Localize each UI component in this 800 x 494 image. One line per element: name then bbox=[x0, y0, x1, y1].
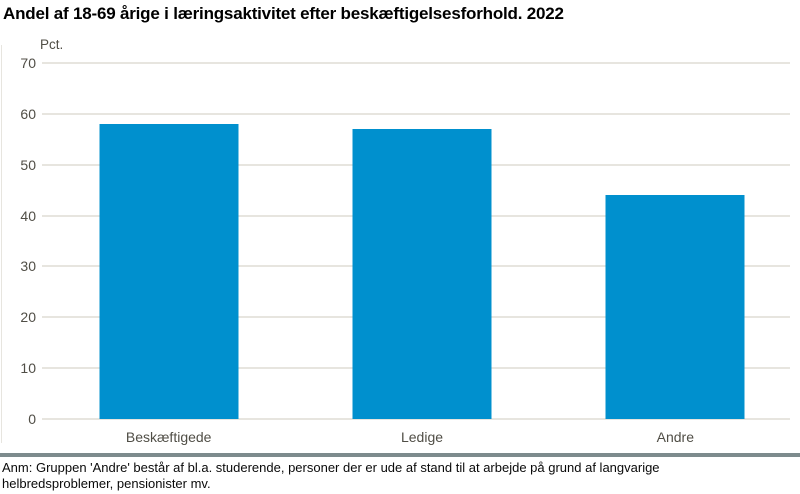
bar-column bbox=[549, 63, 800, 419]
y-tick-label: 50 bbox=[20, 156, 36, 173]
y-tick-label: 20 bbox=[20, 309, 36, 326]
gridline bbox=[42, 418, 790, 420]
y-tick-label: 60 bbox=[20, 105, 36, 122]
bar-Andre bbox=[605, 195, 745, 419]
bar-column bbox=[42, 63, 295, 419]
footnote-line-1: Anm: Gruppen 'Andre' består af bl.a. stu… bbox=[2, 460, 660, 475]
y-tick-label: 0 bbox=[28, 411, 36, 427]
plot-left-edge-line bbox=[1, 45, 2, 443]
y-axis-labels: 0 10 20 30 40 50 60 70 bbox=[0, 55, 36, 427]
gridline bbox=[42, 62, 790, 64]
y-tick-label: 70 bbox=[20, 55, 36, 71]
gridline bbox=[42, 112, 790, 115]
y-tick-label: 10 bbox=[20, 360, 36, 377]
y-tick-label: 30 bbox=[20, 258, 36, 275]
y-axis-unit-label: Pct. bbox=[40, 37, 64, 52]
x-tick-label: Andre bbox=[656, 429, 694, 445]
bar-Beskæftigede bbox=[99, 124, 239, 419]
y-tick-label: 40 bbox=[20, 207, 36, 224]
footnote-line-2: helbredsproblemer, pensionister mv. bbox=[2, 476, 211, 491]
footnote-divider bbox=[0, 453, 800, 457]
page-title: Andel af 18-69 årige i læringsaktivitet … bbox=[3, 4, 564, 23]
x-tick-label: Ledige bbox=[400, 429, 444, 445]
bar-Ledige bbox=[352, 129, 492, 419]
x-tick-label: Beskæftigede bbox=[125, 429, 212, 445]
footnote: Anm: Gruppen 'Andre' består af bl.a. stu… bbox=[2, 460, 792, 492]
x-axis-labels: Beskæftigede Ledige Andre bbox=[42, 429, 800, 445]
bar-column bbox=[295, 63, 548, 419]
bar-series bbox=[42, 63, 800, 419]
